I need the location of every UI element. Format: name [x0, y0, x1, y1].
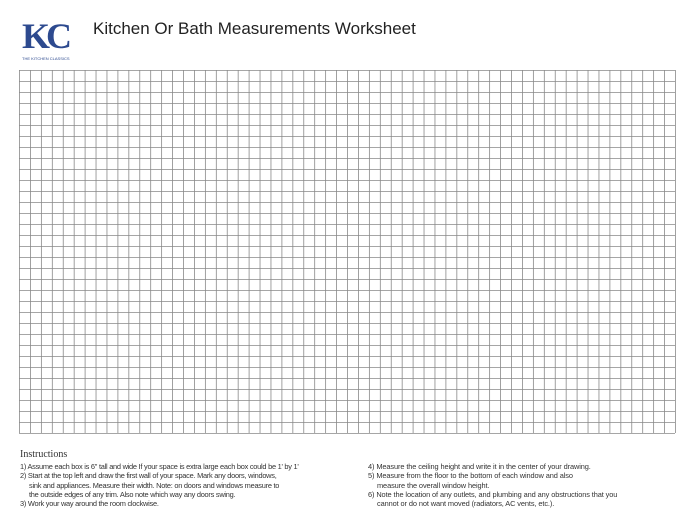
- instructions-heading: Instructions: [20, 449, 68, 460]
- instruction-line: 4) Measure the ceiling height and write …: [368, 462, 591, 471]
- instruction-line: 1) Assume each box is 6" tall and wide I…: [20, 462, 299, 471]
- instruction-line: cannot or do not want moved (radiators, …: [377, 499, 555, 509]
- instruction-line: 3) Work your way around the room clockwi…: [20, 499, 159, 509]
- instruction-line: measure the overall window height.: [377, 480, 490, 490]
- instruction-line: 5) Measure from the floor to the bottom …: [368, 471, 573, 481]
- logo-tagline: THE KITCHEN CLASSICS: [22, 56, 70, 61]
- instructions-left-column: 1) Assume each box is 6" tall and wide I…: [20, 462, 360, 508]
- instructions-right-column: 4) Measure the ceiling height and write …: [368, 462, 698, 508]
- instruction-line: the outside edges of any trim. Also note…: [29, 489, 236, 499]
- logo-letters: KC: [22, 16, 72, 56]
- instruction-line: 2) Start at the top left and draw the fi…: [20, 471, 277, 481]
- page-title: Kitchen Or Bath Measurements Worksheet: [93, 19, 416, 38]
- instruction-line: sink and appliances. Measure their width…: [29, 480, 280, 490]
- measurement-grid: [19, 70, 676, 434]
- kc-logo: KC THE KITCHEN CLASSICS: [22, 18, 84, 62]
- instruction-line: 6) Note the location of any outlets, and…: [368, 489, 618, 499]
